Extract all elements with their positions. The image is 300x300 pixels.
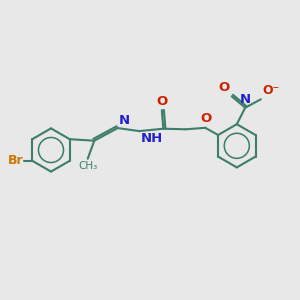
Text: O: O <box>219 82 230 94</box>
Text: Br: Br <box>8 154 23 167</box>
Text: O: O <box>156 95 167 108</box>
Text: O: O <box>200 112 211 125</box>
Text: CH₃: CH₃ <box>78 161 97 171</box>
Text: N: N <box>119 114 130 127</box>
Text: N: N <box>240 93 251 106</box>
Text: NH: NH <box>141 132 163 145</box>
Text: O⁻: O⁻ <box>262 85 279 98</box>
